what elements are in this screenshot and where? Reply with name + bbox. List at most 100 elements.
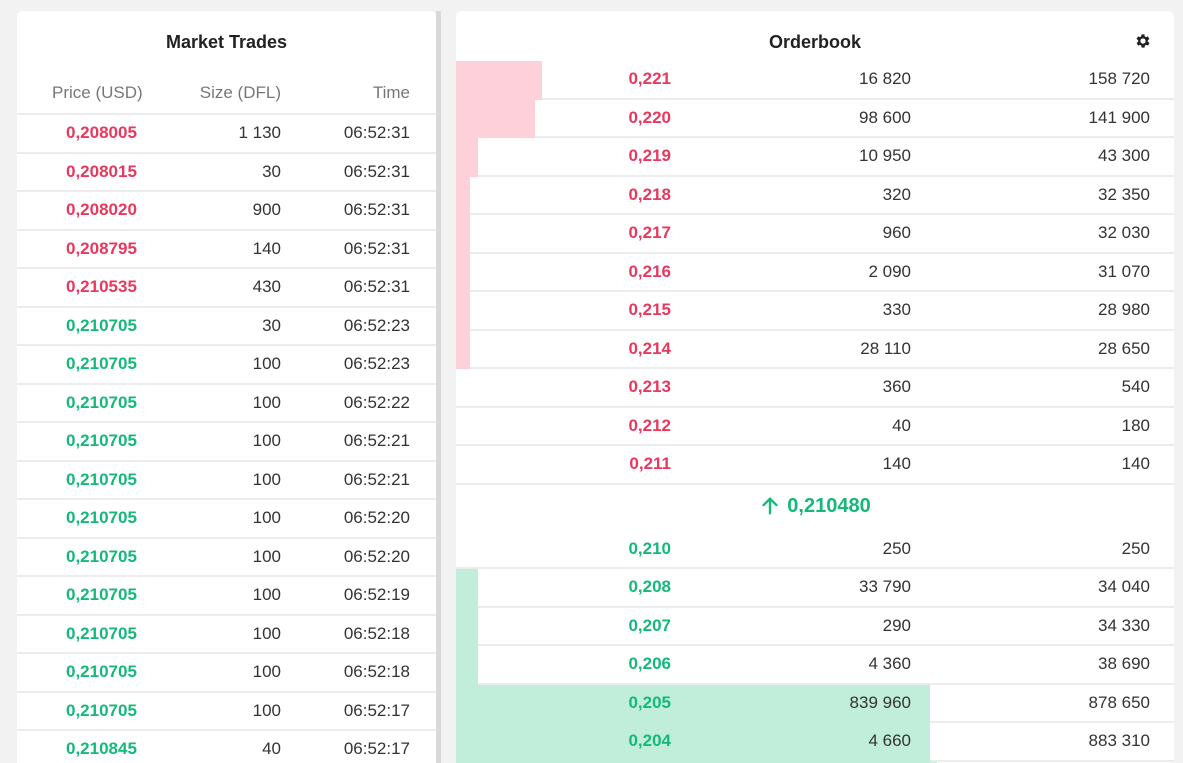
order-size: 2 090	[868, 261, 911, 281]
order-total: 43 300	[1098, 146, 1150, 165]
trade-time: 06:52:31	[343, 277, 410, 296]
bid-depth-bar	[456, 569, 478, 608]
order-size: 140	[882, 454, 911, 473]
bid-row[interactable]: 0,208 33 790 34 040	[456, 569, 1174, 608]
ask-row[interactable]: 0,212 40 180	[456, 408, 1174, 446]
order-price: 0,217	[628, 223, 671, 242]
trade-row[interactable]: 0,210705 100 06:52:17	[17, 693, 436, 731]
ask-row[interactable]: 0,220 98 600 141 900	[456, 99, 1174, 138]
bid-row[interactable]	[456, 761, 1174, 763]
trade-time: 06:52:21	[343, 469, 410, 489]
trade-row[interactable]: 0,210705 100 06:52:20	[17, 539, 436, 577]
order-price: 0,204	[628, 731, 671, 750]
ask-depth-bar	[456, 61, 543, 100]
order-price: 0,210	[628, 538, 671, 558]
trade-row[interactable]: 0,210705 100 06:52:18	[17, 616, 436, 654]
ask-depth-bar	[456, 99, 535, 138]
trade-size: 100	[252, 546, 281, 566]
trade-price: 0,210705	[66, 623, 137, 643]
ask-row[interactable]: 0,218 320 32 350	[456, 176, 1174, 215]
order-size: 28 110	[860, 338, 911, 358]
bid-row[interactable]: 0,204 4 660 883 310	[456, 723, 1174, 762]
trade-row[interactable]: 0,210705 100 06:52:18	[17, 654, 436, 693]
trade-size: 900	[252, 200, 281, 219]
bid-row[interactable]: 0,207 290 34 330	[456, 607, 1174, 646]
trade-size: 100	[252, 508, 281, 527]
order-size: 839 960	[849, 692, 911, 712]
trade-size: 100	[252, 585, 281, 604]
order-total: 180	[1121, 415, 1150, 435]
trade-time: 06:52:21	[343, 431, 410, 450]
trade-price: 0,210705	[66, 700, 137, 720]
bid-depth-bar	[456, 684, 930, 723]
trade-price: 0,210705	[66, 585, 137, 604]
trade-time: 06:52:31	[343, 123, 410, 142]
trade-row[interactable]: 0,208015 30 06:52:31	[17, 154, 436, 192]
order-total: 34 040	[1098, 577, 1150, 596]
trade-size: 140	[252, 238, 281, 258]
trade-size: 30	[262, 315, 281, 335]
order-size: 330	[882, 300, 911, 319]
column-size-header[interactable]: Size (DFL)	[199, 83, 281, 102]
ask-row[interactable]: 0,217 960 32 030	[456, 215, 1174, 254]
order-price: 0,214	[628, 338, 671, 358]
trade-time: 06:52:17	[343, 739, 410, 758]
ask-row[interactable]: 0,215 330 28 980	[456, 292, 1174, 331]
trade-size: 100	[252, 354, 281, 373]
orderbook-last-price-row: 0,210480	[456, 485, 1174, 531]
trade-time: 06:52:20	[343, 508, 410, 527]
trade-row[interactable]: 0,210705 100 06:52:21	[17, 462, 436, 500]
ask-row[interactable]: 0,214 28 110 28 650	[456, 330, 1174, 369]
order-total: 34 330	[1098, 615, 1150, 635]
ask-row[interactable]: 0,216 2 090 31 070	[456, 253, 1174, 292]
trade-price: 0,210705	[66, 315, 137, 335]
ask-row[interactable]: 0,211 140 140	[456, 446, 1174, 485]
trade-row[interactable]: 0,210705 30 06:52:23	[17, 308, 436, 346]
trade-size: 100	[252, 392, 281, 412]
ask-row[interactable]: 0,221 16 820 158 720	[456, 61, 1174, 100]
trade-row[interactable]: 0,210535 430 06:52:31	[17, 269, 436, 308]
order-total: 28 650	[1098, 338, 1150, 358]
bid-row[interactable]: 0,210 250 250	[456, 531, 1174, 569]
trade-row[interactable]: 0,210705 100 06:52:21	[17, 423, 436, 462]
trade-size: 430	[252, 277, 281, 296]
trade-size: 1 130	[238, 123, 281, 142]
bid-depth-bar	[456, 761, 938, 763]
order-price: 0,215	[628, 300, 671, 319]
ask-row[interactable]: 0,213 360 540	[456, 369, 1174, 408]
column-price-header[interactable]: Price (USD)	[52, 83, 143, 102]
order-total: 31 070	[1098, 261, 1150, 281]
trade-time: 06:52:18	[343, 662, 410, 681]
trade-price: 0,208795	[66, 238, 137, 258]
panel-resize-handle[interactable]	[436, 11, 441, 763]
trade-time: 06:52:31	[343, 161, 410, 181]
trade-time: 06:52:23	[343, 354, 410, 373]
bid-row[interactable]: 0,206 4 360 38 690	[456, 646, 1174, 685]
trade-row[interactable]: 0,210705 100 06:52:22	[17, 385, 436, 423]
ask-row[interactable]: 0,219 10 950 43 300	[456, 138, 1174, 177]
order-price: 0,213	[628, 377, 671, 396]
trade-row[interactable]: 0,208795 140 06:52:31	[17, 231, 436, 269]
trade-row[interactable]: 0,210705 100 06:52:19	[17, 577, 436, 616]
ask-depth-bar	[456, 138, 478, 177]
trade-row[interactable]: 0,208020 900 06:52:31	[17, 192, 436, 231]
trade-row[interactable]: 0,210705 100 06:52:23	[17, 346, 436, 385]
bid-row[interactable]: 0,205 839 960 878 650	[456, 684, 1174, 723]
trade-size: 100	[252, 662, 281, 681]
trade-row[interactable]: 0,210705 100 06:52:20	[17, 500, 436, 539]
column-time-header[interactable]: Time	[372, 83, 410, 102]
trade-time: 06:52:23	[343, 315, 410, 335]
market-trades-header: Price (USD) Size (DFL) Time	[17, 73, 436, 115]
orderbook-title: Orderbook	[768, 32, 861, 52]
trade-row[interactable]: 0,210845 40 06:52:17	[17, 731, 436, 763]
gear-icon[interactable]	[1134, 32, 1152, 50]
trade-price: 0,210845	[66, 739, 137, 758]
trade-row[interactable]: 0,208005 1 130 06:52:31	[17, 115, 436, 154]
order-price: 0,216	[628, 261, 671, 281]
trade-size: 100	[252, 469, 281, 489]
order-price: 0,206	[628, 654, 671, 673]
trade-size: 100	[252, 700, 281, 720]
order-price: 0,208	[628, 577, 671, 596]
trade-time: 06:52:31	[343, 200, 410, 219]
orderbook-panel: Orderbook 0,221 16 820 158 720 0,220 98 600 1…	[456, 11, 1174, 763]
